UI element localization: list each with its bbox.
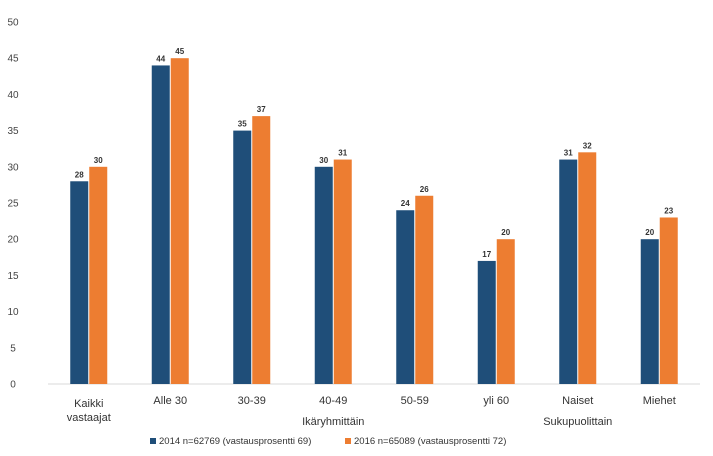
bar-2014 — [70, 181, 89, 384]
bar-2014 — [559, 159, 578, 384]
data-label: 35 — [238, 120, 247, 129]
category-label: yli 60 — [483, 395, 509, 407]
data-label: 32 — [583, 141, 592, 150]
y-tick-label: 35 — [7, 126, 19, 137]
data-label: 26 — [420, 185, 429, 194]
bar-2014 — [396, 210, 415, 384]
y-tick-label: 20 — [7, 235, 19, 246]
bar-2014 — [151, 65, 170, 384]
legend-label: 2014 n=62769 (vastausprosentti 69) — [159, 436, 311, 447]
legend-swatch — [345, 438, 351, 444]
data-label: 23 — [664, 206, 673, 215]
bar-2016 — [89, 166, 108, 384]
legend-label: 2016 n=65089 (vastausprosentti 72) — [354, 436, 506, 447]
bars — [70, 58, 678, 385]
y-tick-label: 0 — [10, 380, 16, 391]
bar-2016 — [415, 195, 434, 384]
data-label: 24 — [401, 199, 410, 208]
y-tick-label: 40 — [7, 90, 19, 101]
data-label: 28 — [75, 170, 84, 179]
category-label: 50-59 — [401, 395, 429, 407]
data-label: 17 — [482, 250, 491, 259]
y-tick-label: 10 — [7, 307, 19, 318]
data-label: 31 — [564, 149, 573, 158]
category-label: 40-49 — [319, 395, 347, 407]
data-label: 31 — [338, 149, 347, 158]
y-tick-label: 15 — [7, 271, 19, 282]
group-labels: Ikäryhmittäin Sukupuolittain — [302, 416, 612, 428]
category-label: Kaikki — [74, 398, 103, 410]
data-label: 30 — [94, 156, 103, 165]
bar-2016 — [659, 217, 678, 384]
bar-2016 — [252, 116, 271, 385]
y-tick-label: 30 — [7, 162, 19, 173]
bar-2016 — [578, 152, 597, 384]
bar-2014 — [640, 239, 659, 384]
category-label: 30-39 — [238, 395, 266, 407]
y-tick-label: 45 — [7, 54, 19, 65]
y-tick-label: 5 — [10, 343, 16, 354]
data-label: 30 — [319, 156, 328, 165]
legend: 2014 n=62769 (vastausprosentti 69) 2016 n… — [150, 436, 506, 447]
y-tick-label: 25 — [7, 199, 19, 210]
category-label: Miehet — [643, 395, 676, 407]
group-label: Sukupuolittain — [543, 416, 612, 428]
data-label: 44 — [156, 54, 165, 63]
bar-2016 — [333, 159, 352, 384]
bar-2016 — [170, 58, 189, 384]
legend-swatch — [150, 438, 156, 444]
bar-2016 — [496, 239, 515, 384]
data-label: 37 — [257, 105, 266, 114]
category-label: Naiset — [562, 395, 593, 407]
bar-2014 — [477, 260, 496, 384]
y-tick-label: 50 — [7, 18, 19, 29]
category-label: Alle 30 — [153, 395, 187, 407]
bar-2014 — [314, 166, 333, 384]
data-label: 20 — [501, 228, 510, 237]
category-label: vastaajat — [67, 412, 111, 424]
data-label: 20 — [645, 228, 654, 237]
data-labels: 28 30 44 45 35 37 30 31 24 26 17 20 31 32 20 23 — [75, 47, 674, 259]
bar-2014 — [233, 130, 252, 384]
x-axis: Kaikki vastaajat Alle 30 30-39 40-49 50-59 yli… — [67, 395, 676, 424]
data-label: 45 — [175, 47, 184, 56]
group-label: Ikäryhmittäin — [302, 416, 364, 428]
